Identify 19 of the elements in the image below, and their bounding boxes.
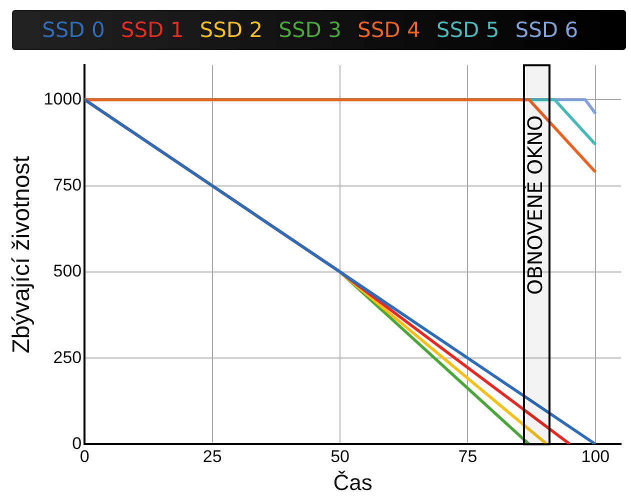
y-tick-label: 500 (53, 262, 82, 281)
x-tick-label: 100 (581, 447, 610, 466)
band-label: OBNOVENÉ OKNO (522, 115, 547, 295)
text: SSD 1 (120, 18, 184, 42)
text: SSD 2 (200, 18, 263, 42)
text: SSD 0 (42, 18, 105, 42)
y-tick-label: 0 (72, 434, 82, 453)
text: SSD 3 (278, 18, 342, 42)
y-tick-label: 1000 (44, 89, 82, 108)
text: SSD 6 (515, 18, 578, 42)
y-axis-title: Zbývající životnost (8, 156, 36, 354)
text: SSD 4 (358, 18, 420, 42)
x-axis-title: Čas (333, 470, 372, 495)
y-tick-label: 250 (53, 348, 82, 367)
x-tick-label: 75 (458, 447, 478, 466)
text: SSD 5 (436, 18, 500, 42)
y-tick-label: 750 (53, 175, 82, 194)
x-tick-label: 25 (202, 447, 222, 466)
x-tick-label: 50 (330, 447, 350, 466)
